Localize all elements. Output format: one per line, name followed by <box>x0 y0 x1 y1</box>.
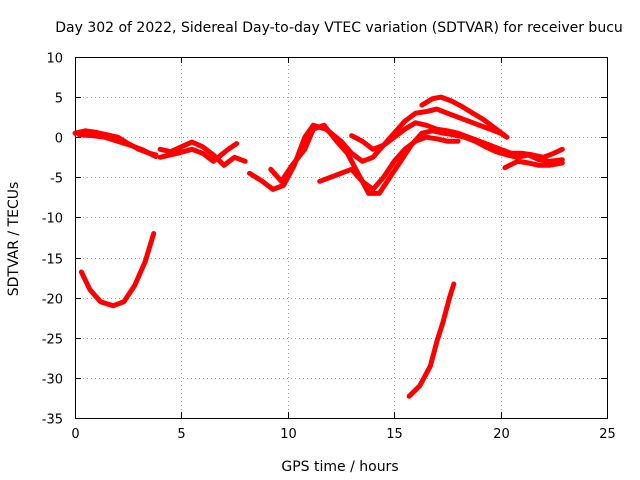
y-tick-label: -30 <box>42 373 63 388</box>
y-axis-label: SDTVAR / TECUs <box>6 182 22 297</box>
series-arc-3 <box>78 231 157 309</box>
x-tick-label: 10 <box>280 427 297 442</box>
y-tick-label: 10 <box>46 52 63 67</box>
x-tick-label: 25 <box>599 427 616 442</box>
series-arc-6 <box>247 120 565 192</box>
x-axis-label: GPS time / hours <box>281 459 398 475</box>
x-tick-label: 15 <box>386 427 403 442</box>
series-arc-4 <box>157 139 248 168</box>
series-arc-9 <box>349 106 510 152</box>
y-tick-label: -35 <box>42 413 63 428</box>
y-tick-label: -15 <box>42 253 63 268</box>
series-arc-2 <box>76 132 159 159</box>
tick-labels: 0 5 10 15 20 25 10 5 0 -5 -10 -15 -20 -25 -30 -35 <box>42 52 616 443</box>
chart-title: Day 302 of 2022, Sidereal Day-to-day VTE… <box>55 20 623 36</box>
x-tick-label: 0 <box>71 427 79 442</box>
series-arc-5 <box>157 141 240 164</box>
series-arc-11 <box>502 158 565 171</box>
axis-ticks <box>75 57 608 419</box>
y-tick-label: -20 <box>42 293 63 308</box>
y-tick-label: 5 <box>55 92 63 107</box>
series-arc-8 <box>317 134 461 192</box>
y-tick-label: -25 <box>42 333 63 348</box>
plot-frame <box>75 57 608 419</box>
x-tick-label: 20 <box>493 427 510 442</box>
series-group <box>72 94 565 399</box>
grid <box>75 57 607 418</box>
x-tick-label: 5 <box>177 427 185 442</box>
series-arc-10 <box>419 94 508 139</box>
series-arc-12 <box>406 281 457 399</box>
y-tick-label: 0 <box>55 132 63 147</box>
y-tick-label: -5 <box>50 172 63 187</box>
y-tick-label: -10 <box>42 212 63 227</box>
